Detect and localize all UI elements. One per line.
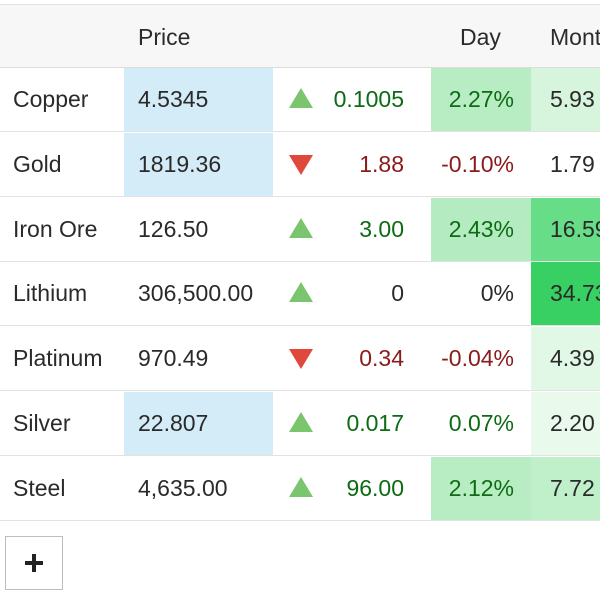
day-change-cell: -0.10%	[441, 150, 514, 177]
commodity-name: Silver	[13, 410, 71, 436]
price-cell: 126.50	[138, 215, 209, 242]
change-cell: 96.00	[346, 474, 404, 501]
table-row[interactable]: Steel 4,635.00 96.00 2.12% 7.72	[0, 456, 600, 521]
header-price[interactable]: Price	[138, 24, 191, 50]
table-row[interactable]: Gold 1819.36 1.88 -0.10% 1.79	[0, 132, 600, 197]
commodity-name: Steel	[13, 474, 66, 501]
change-cell: 0.34	[359, 345, 404, 372]
month-change-cell: 7.72	[531, 456, 600, 520]
day-change-cell: 2.12%	[431, 456, 531, 520]
triangle-up-icon	[289, 412, 313, 432]
day-change-cell: 2.27%	[431, 68, 531, 131]
change-cell: 0	[391, 280, 404, 307]
day-change-cell: 0%	[480, 280, 514, 307]
price-cell: 4.5345	[124, 68, 273, 131]
trend-up-icon	[273, 262, 329, 325]
day-change-cell: 2.43%	[431, 197, 531, 261]
trend-up-icon	[273, 68, 329, 131]
trend-up-icon	[273, 457, 329, 520]
commodity-name: Lithium	[13, 280, 88, 307]
trend-down-icon	[273, 327, 329, 390]
trend-down-icon	[273, 133, 329, 196]
month-change-cell: 34.73	[531, 262, 600, 326]
trend-up-icon	[273, 198, 329, 261]
trend-up-icon	[273, 392, 329, 455]
day-change-cell: 0.07%	[448, 410, 514, 436]
month-change-cell: 2.20	[531, 392, 600, 455]
commodity-name: Iron Ore	[13, 215, 98, 242]
add-button[interactable]	[5, 536, 63, 590]
table-row[interactable]: Silver 22.807 0.017 0.07% 2.20	[0, 392, 600, 456]
month-change-cell: 4.39	[531, 327, 600, 391]
header-month[interactable]: Mont	[550, 24, 600, 50]
change-cell: 1.88	[359, 150, 404, 177]
triangle-up-icon	[289, 217, 313, 238]
commodity-name: Platinum	[13, 345, 103, 372]
change-cell: 0.1005	[333, 86, 404, 112]
table-row[interactable]: Platinum 970.49 0.34 -0.04% 4.39	[0, 327, 600, 392]
commodities-table: Price Day Mont Copper 4.5345 0.1005 2.27% 5.…	[0, 4, 600, 523]
month-change-cell: 1.79	[550, 150, 595, 177]
table-row[interactable]: Iron Ore 126.50 3.00 2.43%16.59	[0, 197, 600, 262]
change-cell: 3.00	[359, 215, 404, 242]
table-header-row: Price Day Mont	[0, 4, 600, 68]
price-cell: 4,635.00	[138, 474, 228, 501]
commodity-name: Copper	[13, 86, 89, 112]
price-cell: 22.807	[124, 392, 273, 455]
triangle-up-icon	[289, 476, 313, 497]
month-change-cell: 5.93	[531, 68, 600, 131]
price-cell: 306,500.00	[138, 280, 254, 307]
triangle-up-icon	[289, 282, 313, 303]
triangle-down-icon	[289, 154, 313, 175]
price-cell: 970.49	[138, 345, 209, 372]
triangle-down-icon	[289, 349, 313, 370]
commodity-name: Gold	[13, 150, 62, 177]
triangle-up-icon	[289, 88, 313, 108]
month-change-cell: 16.59	[531, 197, 600, 261]
day-change-cell: -0.04%	[441, 345, 514, 372]
price-cell: 1819.36	[124, 132, 273, 196]
table-row[interactable]: Lithium 306,500.00 0 0% 34.73	[0, 262, 600, 327]
change-cell: 0.017	[346, 410, 404, 436]
header-day[interactable]: Day	[460, 24, 501, 50]
table-row[interactable]: Copper 4.5345 0.1005 2.27% 5.93	[0, 68, 600, 132]
